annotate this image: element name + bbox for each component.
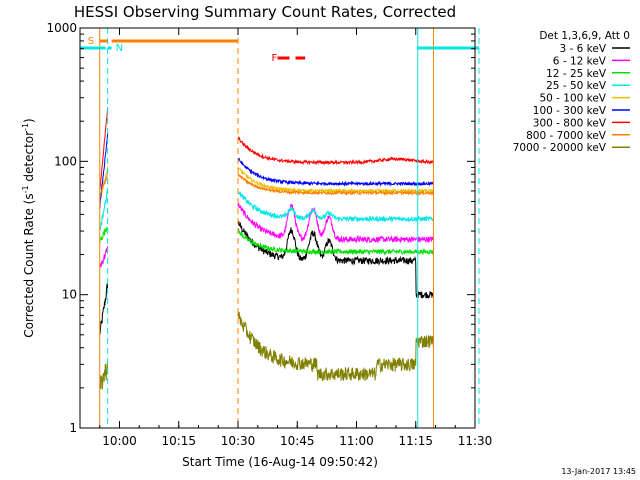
y-tick-label-3: 1000	[46, 21, 77, 35]
y-axis-label-sup2: -1	[21, 123, 30, 131]
x-tick-label-1: 10:15	[161, 434, 196, 448]
segment-label-4: F	[272, 53, 278, 64]
x-tick-label-4: 11:00	[339, 434, 374, 448]
series-line-6	[99, 107, 434, 190]
y-axis-label-close: )	[22, 118, 36, 123]
series-line-3	[99, 189, 434, 231]
x-tick-label-0: 10:00	[102, 434, 137, 448]
y-axis-label-sup1: -1	[21, 185, 30, 193]
series-line-1	[99, 203, 434, 268]
x-axis-label: Start Time (16-Aug-14 09:50:42)	[182, 455, 378, 469]
y-axis-label-main: Corrected Count Rate (s	[22, 193, 36, 337]
y-tick-label-2: 100	[54, 154, 77, 168]
y-tick-label-1: 10	[62, 288, 77, 302]
legend-header: Det 1,3,6,9, Att 0	[539, 30, 630, 42]
legend-label-4: 50 - 100 keV	[539, 93, 606, 105]
legend-label-8: 7000 - 20000 keV	[513, 142, 607, 154]
series-line-8	[99, 311, 434, 390]
series-line-5	[99, 133, 434, 209]
x-tick-label-5: 11:15	[398, 434, 433, 448]
series-line-7	[99, 173, 434, 197]
footer-timestamp: 13-Jan-2017 13:45	[561, 467, 636, 476]
x-tick-label-6: 11:30	[458, 434, 493, 448]
chart-title: HESSI Observing Summary Count Rates, Cor…	[74, 3, 456, 21]
series-line-2	[99, 227, 434, 256]
series-group	[99, 107, 434, 390]
plot-area	[80, 28, 475, 428]
legend-label-3: 25 - 50 keV	[546, 80, 607, 92]
legend-label-5: 100 - 300 keV	[533, 105, 607, 117]
y-axis-label: Corrected Count Rate (s-1 detector-1)	[21, 118, 36, 337]
x-axis-ticks: 10:00 10:15 10:30 10:45 11:00 11:15 11:30	[79, 28, 493, 448]
y-tick-label-0: 1	[69, 421, 77, 435]
y-axis-ticks: 1 10 100 1000	[46, 21, 475, 435]
segment-label-1: S	[88, 36, 94, 47]
legend-label-0: 3 - 6 keV	[559, 43, 606, 55]
y-axis-label-mid: detector	[22, 131, 36, 186]
legend-label-2: 12 - 25 keV	[546, 68, 607, 80]
legend-label-7: 800 - 7000 keV	[526, 130, 607, 142]
x-tick-label-2: 10:30	[221, 434, 256, 448]
legend-label-1: 6 - 12 keV	[553, 55, 607, 67]
observing-segments: S N F	[80, 36, 479, 64]
x-tick-label-3: 10:45	[280, 434, 315, 448]
series-line-0	[99, 220, 434, 335]
plot-background	[80, 28, 475, 428]
legend-label-6: 300 - 800 keV	[533, 117, 607, 129]
segment-label-2: N	[116, 43, 123, 54]
